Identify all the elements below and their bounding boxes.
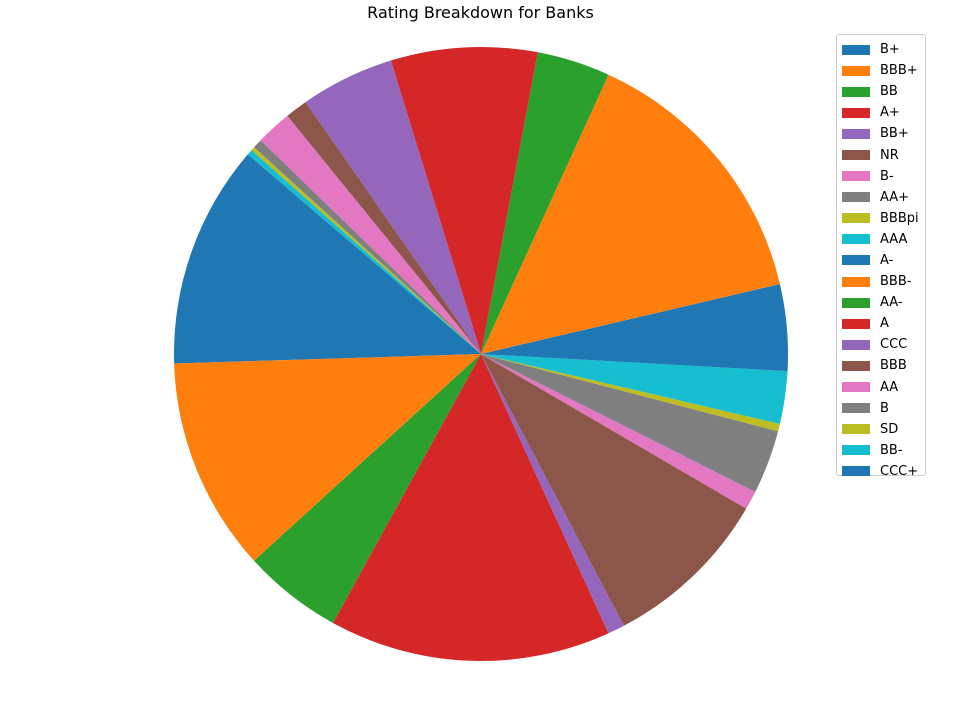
legend-label: BB- [880,442,903,458]
pie-slices [174,46,788,661]
pie-slice-bbb [481,354,747,626]
chart-title: Rating Breakdown for Banks [367,3,594,22]
legend-label: BB+ [880,126,909,142]
legend-item: AA+ [837,187,925,208]
legend-swatch [842,171,870,182]
pie-slice-ccc [481,354,624,634]
legend-label: CCC+ [880,463,919,479]
pie-slice-aminus [174,154,482,364]
pie-slice-bplus [481,284,788,354]
legend-swatch [842,150,870,161]
pie-slice-bbminus [481,354,788,424]
legend-label: NR [880,147,899,163]
legend-item: A [837,313,925,334]
legend-item: BB+ [837,123,925,144]
pie-slice-a [333,354,609,661]
legend-label: SD [880,421,899,437]
legend-item: B- [837,166,925,187]
legend-label: BBBpi [880,210,919,226]
legend-item: SD [837,419,925,440]
legend-swatch [842,276,870,287]
pie-slice-cccplus [481,354,788,372]
legend-swatch [842,107,870,118]
pie-slice-bb [481,52,609,354]
pie-slice-aa [481,354,756,509]
legend-swatch [842,382,870,393]
legend-swatch [842,65,870,76]
legend-swatch [842,297,870,308]
legend-swatch [842,192,870,203]
pie-slice-aaa [247,150,481,354]
legend-swatch [842,86,870,97]
legend-swatch [842,213,870,224]
legend-swatch [842,403,870,414]
legend-swatch [842,466,870,477]
legend-label: B+ [880,42,900,58]
pie-slice-sd [481,354,780,432]
legend-item: B+ [837,39,925,60]
legend-swatch [842,424,870,435]
pie-slice-bbbpi [251,147,481,354]
legend-swatch [842,44,870,55]
legend-swatch [842,255,870,266]
legend-label: BBB+ [880,63,918,79]
legend-item: BBBpi [837,208,925,229]
legend-item: NR [837,144,925,165]
legend: B+ BBB+ BB A+ BB+ NR B- AA+ BBBpi AAA A- BBB- AA- A CC… [836,34,926,479]
legend-label: B- [880,168,894,184]
legend-label: BBB [880,358,907,374]
legend-swatch [842,318,870,329]
pie-slice-bminus [260,115,481,355]
legend-swatch [842,128,870,139]
legend-label: AA [880,379,899,395]
legend-label: CCC [880,337,908,353]
legend-swatch [842,234,870,245]
legend-item: AAA [837,229,925,250]
pie-slice-aaminus [254,354,481,623]
legend-item: CCC+ [837,461,925,482]
legend-item: AA [837,377,925,398]
legend-label: BB [880,84,898,100]
legend-item: A+ [837,102,925,123]
pie-slice-bbbminus [174,354,481,561]
legend-label: B [880,400,889,416]
legend-item: BB [837,81,925,102]
legend-swatch [842,445,870,456]
legend-swatch [842,339,870,350]
legend-item: B [837,398,925,419]
legend-label: A [880,316,889,332]
legend-label: A- [880,252,894,268]
legend-item: A- [837,250,925,271]
pie-slice-aaplus [254,140,481,354]
legend-label: A+ [880,105,900,121]
legend-label: AAA [880,231,908,247]
pie-slice-nr [287,102,481,355]
legend-item: BBB+ [837,60,925,81]
legend-item: BBB [837,355,925,376]
legend-item: BBB- [837,271,925,292]
legend-item: AA- [837,292,925,313]
pie-slice-b [481,354,779,492]
legend-label: AA- [880,295,903,311]
legend-label: BBB- [880,274,912,290]
legend-item: BB- [837,440,925,461]
legend-item: CCC [837,334,925,355]
pie-slice-aplus [390,46,538,354]
pie-slice-bbbplus [481,74,780,354]
legend-swatch [842,360,870,371]
legend-label: AA+ [880,189,910,205]
pie-slice-bbplus [305,60,481,354]
